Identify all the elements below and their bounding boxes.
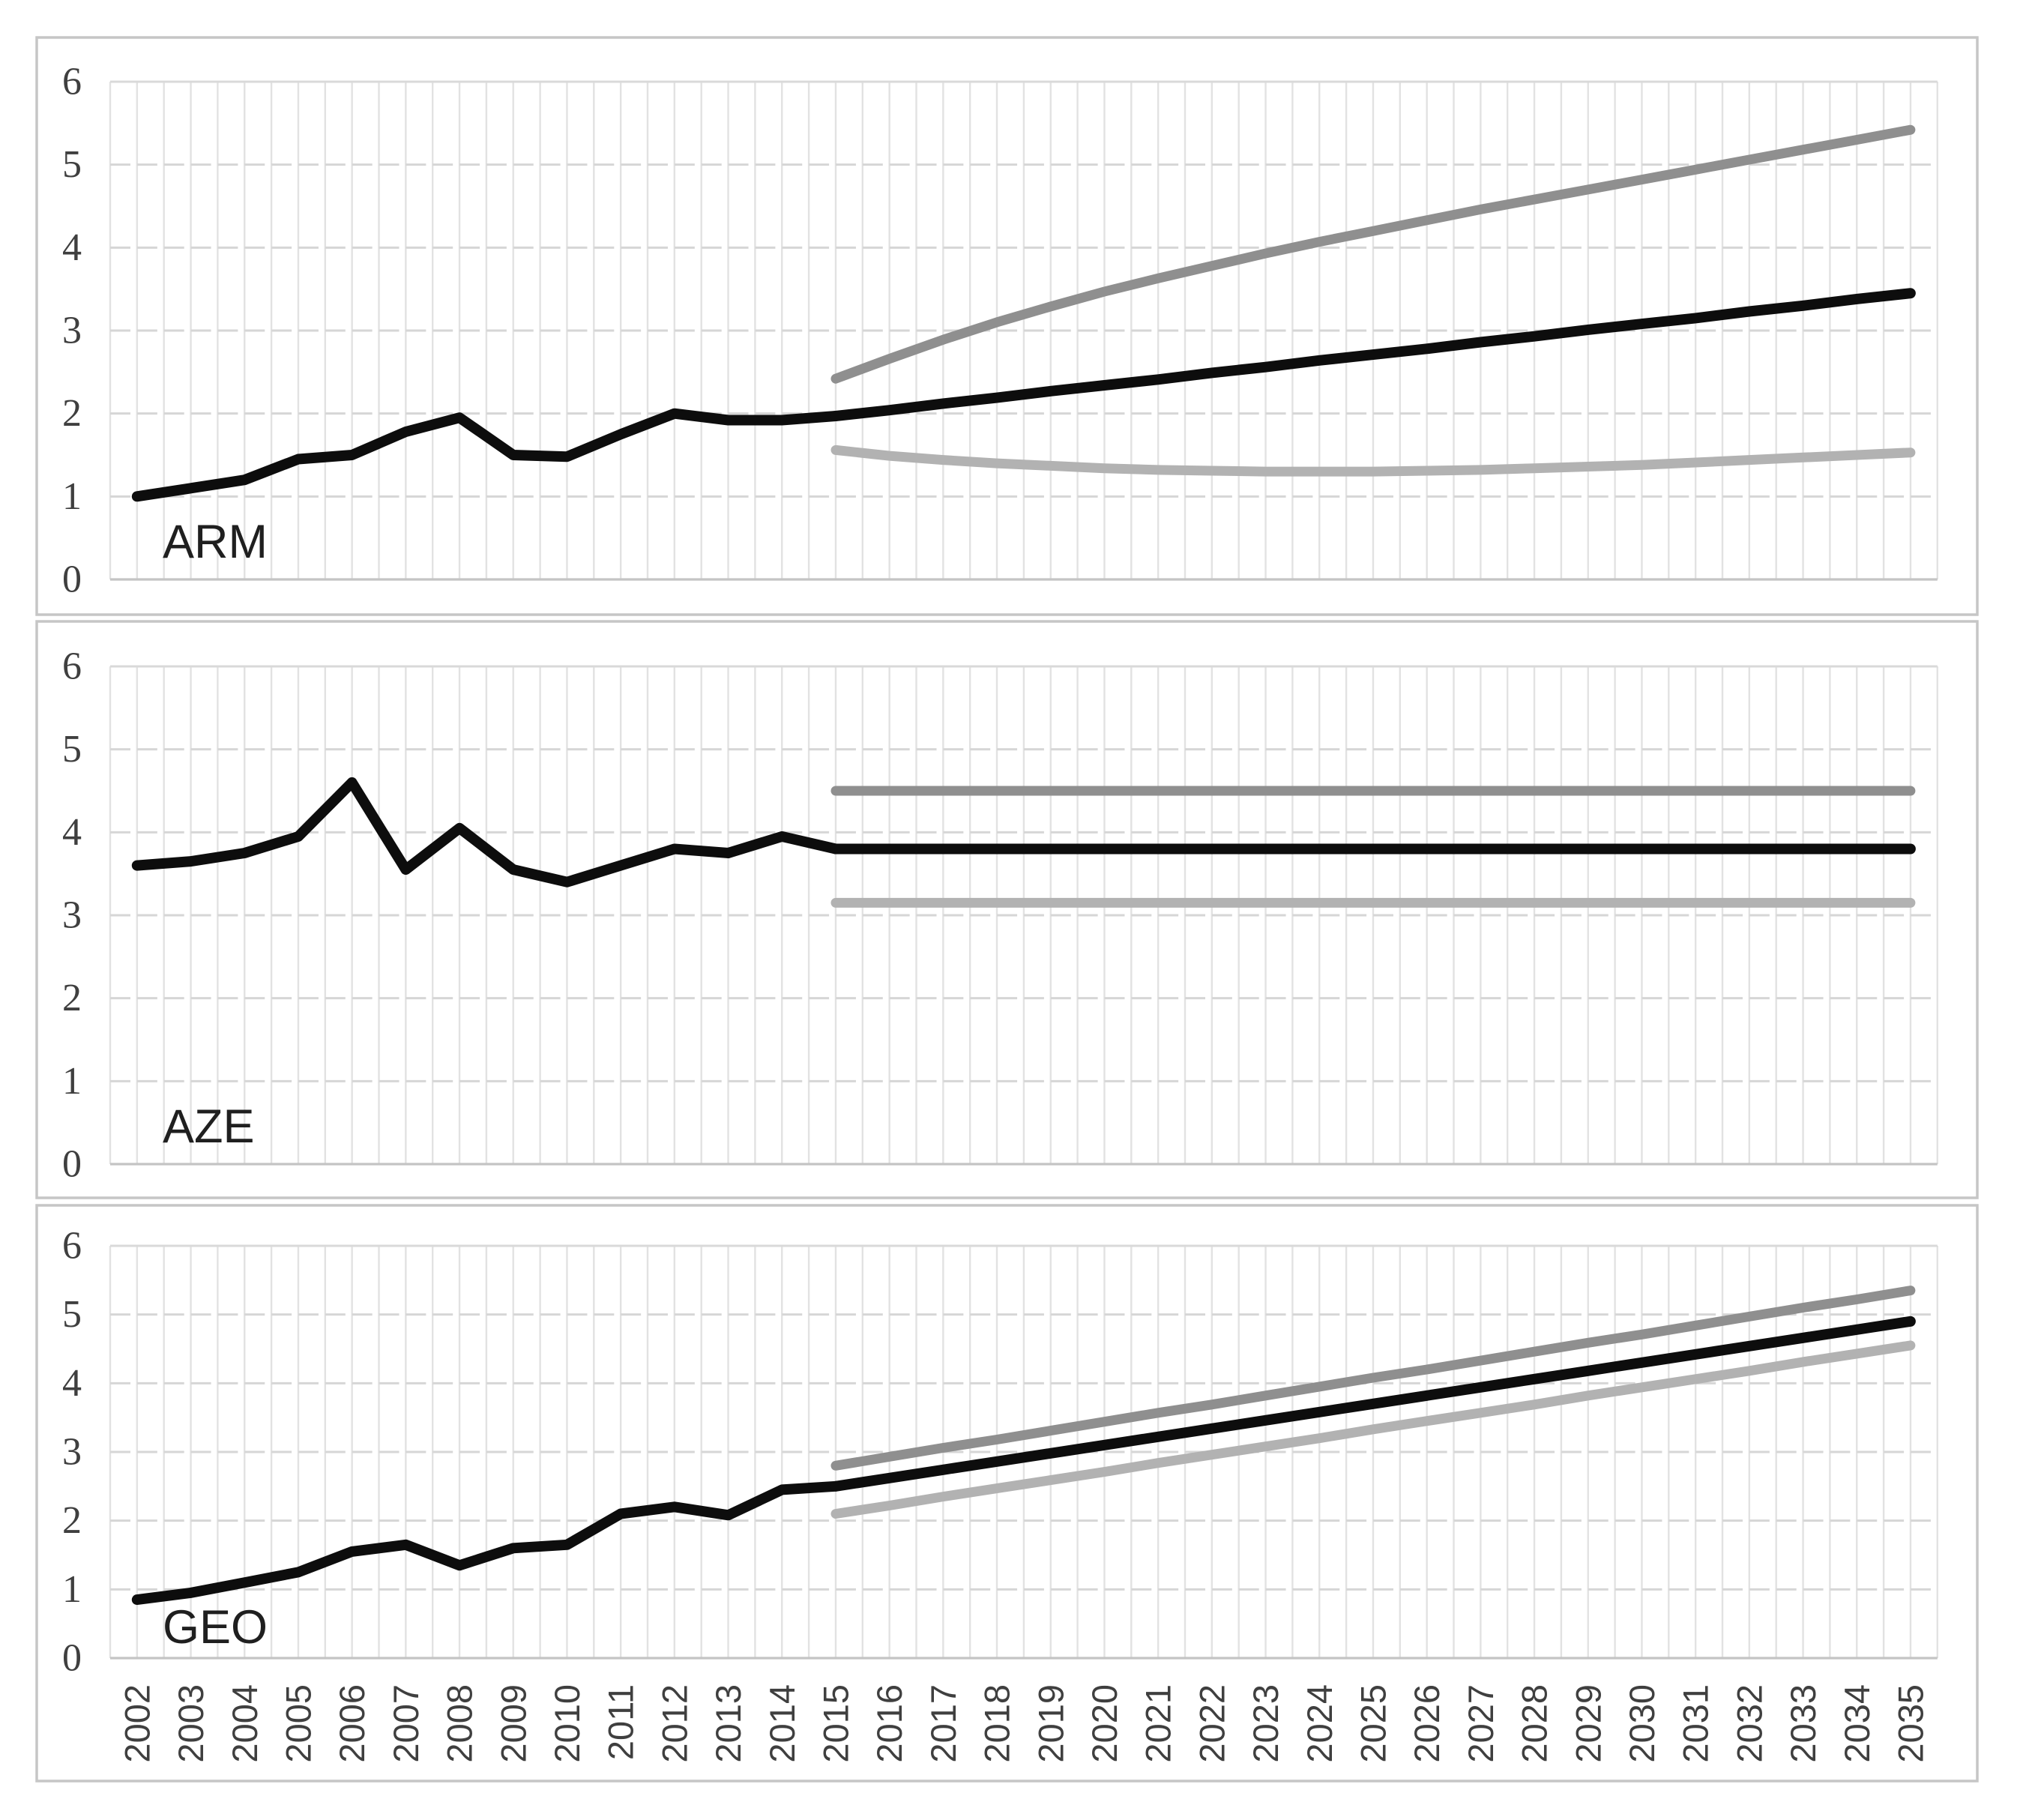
y-tick-label: 6 bbox=[62, 645, 82, 688]
series-actual bbox=[131, 777, 841, 888]
horizontal-gridlines bbox=[110, 665, 1938, 1166]
y-tick-label: 0 bbox=[62, 1637, 82, 1680]
x-tick-label: 2019 bbox=[1031, 1684, 1070, 1763]
y-tick-label: 0 bbox=[62, 558, 82, 601]
x-tick-label: 2026 bbox=[1407, 1684, 1447, 1763]
y-tick-label: 0 bbox=[62, 1143, 82, 1186]
x-tick-label: 2016 bbox=[869, 1684, 909, 1763]
y-tick-label: 2 bbox=[62, 1499, 82, 1542]
series-actual bbox=[131, 408, 841, 502]
y-tick-label: 2 bbox=[62, 977, 82, 1019]
x-tick-label: 2031 bbox=[1676, 1684, 1716, 1763]
series-projection-high bbox=[830, 1286, 1916, 1471]
y-tick-label: 4 bbox=[62, 226, 82, 269]
arm-chart: 0 1 2 3 4 5 6 ARM bbox=[35, 36, 1979, 616]
x-tick-label: 2010 bbox=[547, 1684, 587, 1763]
x-tick-label: 2028 bbox=[1515, 1684, 1555, 1763]
y-tick-label: 4 bbox=[62, 1362, 82, 1405]
y-tick-label: 3 bbox=[62, 310, 82, 352]
x-tick-label: 2004 bbox=[225, 1684, 265, 1763]
x-tick-label: 2012 bbox=[654, 1684, 694, 1763]
panel-label: ARM bbox=[163, 516, 268, 568]
x-tick-label: 2002 bbox=[117, 1684, 157, 1763]
x-tick-labels: 2002 2003 2004 2005 2006 2007 2008 2009 2010 2011… bbox=[117, 1684, 1930, 1763]
panel-label: GEO bbox=[163, 1601, 268, 1654]
x-tick-label: 2025 bbox=[1354, 1684, 1393, 1763]
x-tick-label: 2014 bbox=[762, 1684, 802, 1763]
x-tick-label: 2035 bbox=[1890, 1684, 1930, 1763]
x-tick-label: 2011 bbox=[601, 1684, 641, 1760]
x-tick-label: 2015 bbox=[816, 1684, 856, 1763]
x-tick-label: 2013 bbox=[708, 1684, 748, 1763]
x-tick-label: 2022 bbox=[1192, 1684, 1231, 1763]
y-tick-label: 5 bbox=[62, 728, 82, 771]
series-projection-high bbox=[830, 124, 1916, 384]
x-tick-label: 2009 bbox=[493, 1684, 533, 1763]
x-tick-label: 2030 bbox=[1622, 1684, 1662, 1763]
series-actual bbox=[131, 1480, 841, 1606]
x-tick-label: 2005 bbox=[279, 1684, 319, 1763]
x-tick-label: 2034 bbox=[1837, 1684, 1877, 1763]
y-tick-labels: 0 1 2 3 4 5 6 bbox=[62, 645, 82, 1186]
y-tick-label: 6 bbox=[62, 61, 82, 103]
series-projection-mid bbox=[830, 1316, 1916, 1492]
x-tick-label: 2003 bbox=[171, 1684, 211, 1763]
y-tick-label: 1 bbox=[62, 1568, 82, 1611]
panel-frame bbox=[35, 620, 1979, 1199]
x-tick-label: 2006 bbox=[332, 1684, 372, 1763]
x-tick-label: 2029 bbox=[1568, 1684, 1608, 1763]
x-tick-label: 2017 bbox=[923, 1684, 963, 1763]
aze-chart: 0 1 2 3 4 5 6 AZE bbox=[35, 620, 1979, 1199]
x-tick-label: 2018 bbox=[977, 1684, 1017, 1763]
x-tick-label: 2027 bbox=[1461, 1684, 1501, 1763]
panel-arm: 0 1 2 3 4 5 6 ARM bbox=[35, 36, 1979, 616]
y-tick-label: 3 bbox=[62, 894, 82, 937]
series-projection-low bbox=[830, 445, 1916, 477]
panel-label: AZE bbox=[163, 1100, 255, 1153]
y-tick-labels: 0 1 2 3 4 5 6 bbox=[62, 1225, 82, 1680]
x-tick-label: 2008 bbox=[440, 1684, 480, 1763]
panel-geo: 0 1 2 3 4 5 6 GEO 2002 2003 2004 2005 2006 2007 2008 20… bbox=[35, 1204, 1979, 1783]
panel-frame bbox=[35, 1204, 1979, 1783]
y-tick-label: 2 bbox=[62, 392, 82, 435]
x-tick-label: 2033 bbox=[1783, 1684, 1823, 1763]
series-projection-mid bbox=[830, 288, 1916, 421]
x-tick-label: 2032 bbox=[1729, 1684, 1769, 1763]
series-projection-low bbox=[830, 1340, 1916, 1519]
y-tick-label: 6 bbox=[62, 1225, 82, 1268]
panel-frame bbox=[35, 36, 1979, 616]
x-tick-label: 2023 bbox=[1246, 1684, 1285, 1763]
panel-aze: 0 1 2 3 4 5 6 AZE bbox=[35, 620, 1979, 1199]
y-tick-label: 3 bbox=[62, 1431, 82, 1474]
y-tick-labels: 0 1 2 3 4 5 6 bbox=[62, 61, 82, 601]
x-tick-label: 2020 bbox=[1085, 1684, 1124, 1763]
y-tick-label: 4 bbox=[62, 811, 82, 854]
horizontal-gridlines bbox=[110, 1244, 1938, 1660]
y-tick-label: 5 bbox=[62, 1293, 82, 1336]
y-tick-label: 1 bbox=[62, 1060, 82, 1103]
x-tick-label: 2024 bbox=[1300, 1684, 1339, 1763]
y-tick-label: 5 bbox=[62, 143, 82, 186]
y-tick-label: 1 bbox=[62, 475, 82, 518]
x-tick-label: 2007 bbox=[386, 1684, 426, 1763]
x-tick-label: 2021 bbox=[1139, 1684, 1178, 1763]
horizontal-gridlines bbox=[110, 80, 1938, 581]
